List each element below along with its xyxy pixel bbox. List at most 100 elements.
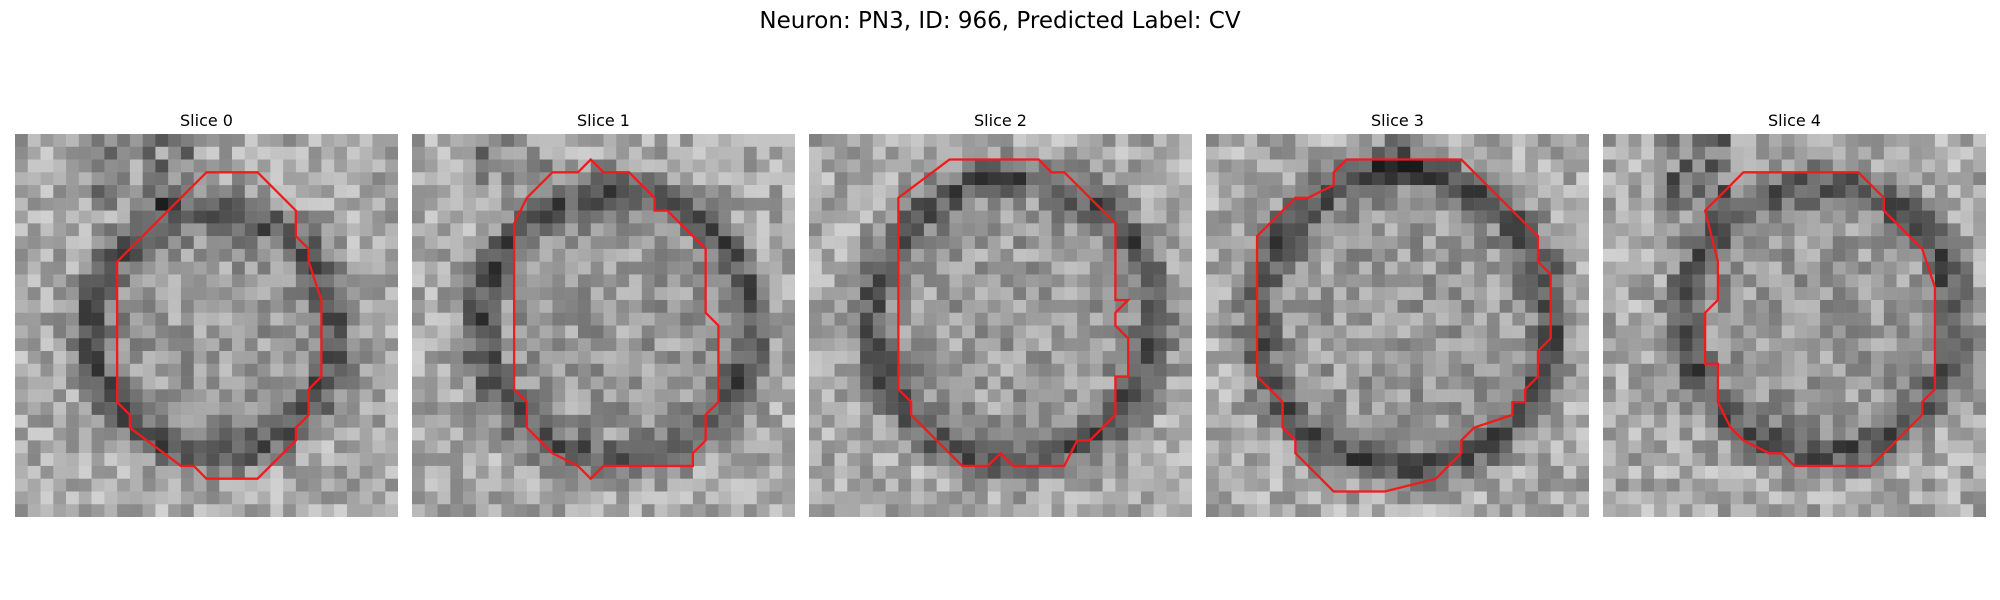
pixel — [731, 402, 744, 415]
pixel — [1948, 402, 1961, 415]
pixel — [1782, 198, 1795, 211]
pixel — [988, 440, 1001, 453]
pixel — [155, 198, 168, 211]
pixel — [130, 313, 143, 326]
pixel — [1487, 134, 1500, 147]
pixel — [489, 147, 502, 160]
pixel — [757, 287, 770, 300]
pixel — [372, 338, 385, 351]
pixel — [1321, 223, 1334, 236]
pixel — [514, 479, 527, 492]
pixel — [1616, 134, 1629, 147]
pixel — [1680, 236, 1693, 249]
pixel — [835, 147, 848, 160]
pixel — [372, 287, 385, 300]
pixel — [130, 274, 143, 287]
pixel — [501, 198, 514, 211]
pixel — [1884, 134, 1897, 147]
pixel — [809, 504, 822, 517]
pixel — [463, 287, 476, 300]
pixel — [693, 249, 706, 262]
pixel — [425, 428, 438, 441]
pixel — [629, 211, 642, 224]
pixel — [1629, 415, 1642, 428]
pixel — [1039, 262, 1052, 275]
pixel — [1026, 402, 1039, 415]
pixel — [1820, 479, 1833, 492]
pixel — [1115, 236, 1128, 249]
pixel — [1935, 300, 1948, 313]
pixel — [1372, 338, 1385, 351]
pixel — [1013, 172, 1026, 185]
pixel — [514, 160, 527, 173]
pixel — [1629, 377, 1642, 390]
pixel — [1257, 313, 1270, 326]
pixel — [1179, 211, 1192, 224]
pixel — [1077, 262, 1090, 275]
pixel — [1026, 249, 1039, 262]
pixel — [194, 389, 207, 402]
pixel — [1858, 262, 1871, 275]
pixel — [1283, 287, 1296, 300]
pixel — [1141, 338, 1154, 351]
pixel — [744, 223, 757, 236]
pixel — [1922, 300, 1935, 313]
pixel — [347, 172, 360, 185]
pixel — [130, 172, 143, 185]
pixel — [1616, 223, 1629, 236]
pixel — [283, 428, 296, 441]
pixel — [604, 185, 617, 198]
pixel — [873, 389, 886, 402]
pixel — [629, 249, 642, 262]
pixel — [1909, 466, 1922, 479]
pixel — [168, 389, 181, 402]
pixel — [693, 428, 706, 441]
pixel — [1064, 198, 1077, 211]
pixel — [1321, 453, 1334, 466]
pixel — [1026, 198, 1039, 211]
pixel — [731, 440, 744, 453]
pixel — [489, 377, 502, 390]
pixel — [911, 211, 924, 224]
pixel — [1346, 377, 1359, 390]
pixel — [1538, 249, 1551, 262]
pixel — [578, 147, 591, 160]
pixel — [1052, 236, 1065, 249]
pixel — [1359, 147, 1372, 160]
pixel — [540, 249, 553, 262]
pixel — [1001, 287, 1014, 300]
pixel — [616, 326, 629, 339]
pixel — [1846, 211, 1859, 224]
pixel — [769, 287, 782, 300]
pixel — [1166, 262, 1179, 275]
pixel — [655, 428, 668, 441]
pixel — [66, 466, 79, 479]
pixel — [92, 440, 105, 453]
pixel — [1667, 415, 1680, 428]
pixel — [1616, 338, 1629, 351]
pixel — [1064, 211, 1077, 224]
pixel — [604, 428, 617, 441]
pixel — [425, 491, 438, 504]
pixel — [438, 351, 451, 364]
pixel — [450, 415, 463, 428]
pixel — [1576, 300, 1589, 313]
pixel — [1128, 300, 1141, 313]
pixel — [1039, 389, 1052, 402]
pixel — [642, 326, 655, 339]
pixel — [744, 198, 757, 211]
pixel — [757, 185, 770, 198]
pixel — [1731, 440, 1744, 453]
pixel — [527, 313, 540, 326]
pixel — [822, 415, 835, 428]
pixel — [104, 504, 117, 517]
pixel — [1922, 147, 1935, 160]
pixel — [514, 313, 527, 326]
pixel — [911, 287, 924, 300]
pixel — [425, 364, 438, 377]
slice-title-0: Slice 0 — [15, 110, 398, 132]
pixel — [988, 415, 1001, 428]
pixel — [1705, 274, 1718, 287]
pixel — [1641, 389, 1654, 402]
pixel — [360, 338, 373, 351]
